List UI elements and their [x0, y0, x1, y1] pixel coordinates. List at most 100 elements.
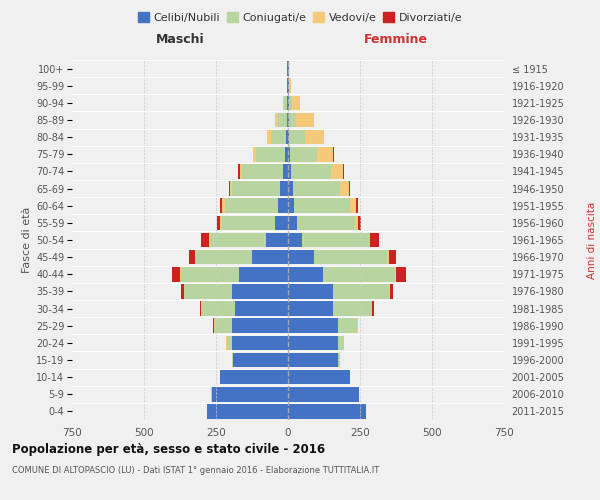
Bar [293, 182, 340, 196]
Bar [338, 352, 340, 368]
Bar [287, 112, 288, 128]
Bar [288, 198, 295, 213]
Bar [289, 130, 305, 144]
Bar [368, 232, 370, 248]
Bar [267, 130, 271, 144]
Bar [232, 182, 280, 196]
Bar [291, 164, 331, 178]
Bar [288, 387, 359, 402]
Bar [288, 130, 289, 144]
Bar [295, 198, 350, 213]
Bar [232, 352, 233, 368]
Bar [288, 147, 290, 162]
Bar [283, 164, 288, 178]
Bar [212, 387, 288, 402]
Bar [220, 198, 223, 213]
Bar [288, 352, 338, 368]
Bar [288, 250, 314, 264]
Bar [288, 302, 332, 316]
Text: COMUNE DI ALTOPASCIO (LU) - Dati ISTAT 1° gennaio 2016 - Elaborazione TUTTITALIA: COMUNE DI ALTOPASCIO (LU) - Dati ISTAT 1… [12, 466, 379, 475]
Bar [239, 164, 242, 178]
Bar [256, 147, 284, 162]
Bar [288, 216, 297, 230]
Bar [314, 250, 388, 264]
Bar [296, 112, 314, 128]
Bar [275, 216, 288, 230]
Bar [331, 164, 343, 178]
Bar [232, 336, 288, 350]
Bar [275, 112, 278, 128]
Bar [370, 232, 379, 248]
Bar [288, 370, 350, 384]
Bar [202, 302, 235, 316]
Bar [338, 336, 344, 350]
Bar [220, 370, 288, 384]
Bar [283, 96, 284, 110]
Bar [288, 267, 323, 281]
Bar [302, 232, 368, 248]
Bar [222, 216, 275, 230]
Bar [200, 302, 201, 316]
Bar [232, 284, 288, 298]
Bar [253, 147, 256, 162]
Text: Maschi: Maschi [155, 34, 205, 46]
Bar [232, 318, 288, 333]
Bar [343, 164, 344, 178]
Bar [201, 232, 209, 248]
Bar [288, 112, 289, 128]
Bar [355, 216, 358, 230]
Bar [395, 267, 396, 281]
Bar [349, 182, 350, 196]
Bar [181, 267, 239, 281]
Bar [220, 216, 222, 230]
Text: Popolazione per età, sesso e stato civile - 2016: Popolazione per età, sesso e stato civil… [12, 442, 325, 456]
Bar [208, 404, 288, 418]
Bar [223, 198, 224, 213]
Bar [230, 182, 232, 196]
Bar [180, 267, 181, 281]
Bar [287, 96, 288, 110]
Bar [238, 164, 239, 178]
Bar [184, 284, 232, 298]
Bar [388, 250, 389, 264]
Bar [317, 147, 333, 162]
Bar [271, 130, 286, 144]
Bar [284, 147, 288, 162]
Y-axis label: Fasce di età: Fasce di età [22, 207, 32, 273]
Bar [288, 284, 332, 298]
Bar [350, 198, 356, 213]
Bar [332, 302, 371, 316]
Bar [358, 216, 361, 230]
Bar [305, 130, 324, 144]
Bar [195, 250, 196, 264]
Bar [239, 267, 288, 281]
Bar [396, 267, 406, 281]
Bar [266, 232, 288, 248]
Bar [292, 96, 301, 110]
Bar [278, 198, 288, 213]
Bar [288, 318, 338, 333]
Bar [340, 182, 349, 196]
Bar [224, 198, 278, 213]
Bar [278, 112, 287, 128]
Bar [242, 164, 283, 178]
Bar [290, 147, 317, 162]
Text: Femmine: Femmine [364, 34, 428, 46]
Bar [323, 267, 395, 281]
Bar [338, 318, 357, 333]
Bar [172, 267, 180, 281]
Bar [289, 112, 296, 128]
Bar [181, 284, 184, 298]
Bar [284, 96, 287, 110]
Bar [229, 182, 230, 196]
Bar [288, 96, 289, 110]
Bar [233, 352, 288, 368]
Bar [288, 164, 291, 178]
Bar [189, 250, 195, 264]
Bar [389, 284, 392, 298]
Bar [372, 302, 374, 316]
Bar [286, 130, 288, 144]
Bar [297, 216, 355, 230]
Bar [280, 182, 288, 196]
Bar [389, 250, 396, 264]
